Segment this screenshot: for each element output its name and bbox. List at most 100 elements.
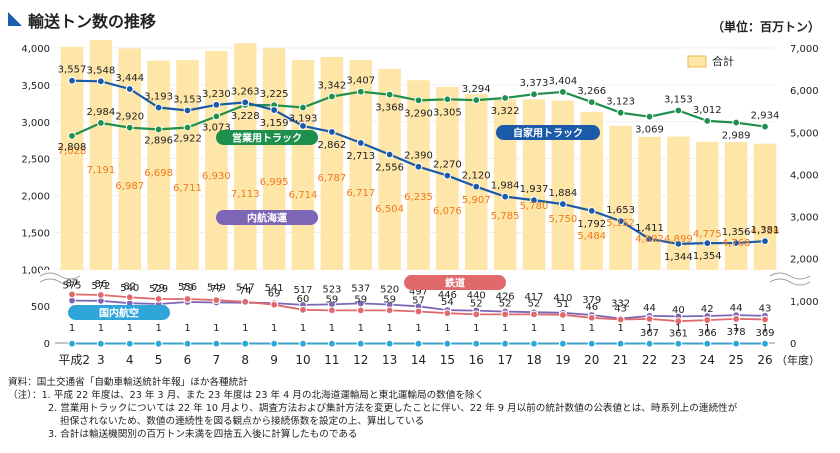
left-axis-tick: 0: [44, 339, 50, 350]
domestic-air-data-label: 1: [617, 323, 623, 334]
rail-data-label: 40: [672, 305, 685, 316]
private-truck-data-label: 1,653: [606, 205, 635, 216]
axis-break-left-icon: [39, 272, 81, 286]
rail-data-label: 43: [614, 303, 627, 314]
right-axis-tick: 7,000: [790, 44, 819, 55]
right-axis-tick: 6,000: [790, 86, 819, 97]
commercial-truck-data-label: 3,193: [289, 114, 318, 125]
coastal-shipping-data-label: 556: [178, 282, 197, 293]
commercial-truck-point: [212, 112, 221, 121]
coastal-shipping-data-label: 572: [91, 281, 110, 292]
domestic-air-point: [385, 339, 394, 348]
x-axis-tick: 17: [497, 353, 512, 367]
private-truck-point: [299, 122, 307, 130]
private-truck-data-label: 3,230: [202, 89, 231, 100]
coastal-shipping-data-label: 520: [380, 285, 399, 296]
private-truck-point: [125, 85, 134, 93]
coastal-shipping-tag-label: 内航海運: [247, 212, 287, 225]
commercial-truck-data-label: 3,266: [577, 86, 606, 97]
private-truck-data-label: 3,444: [115, 73, 144, 84]
domestic-air-point: [125, 339, 134, 348]
private-truck-point: [443, 171, 452, 180]
commercial-truck-point: [616, 108, 625, 117]
x-axis-tick: 22: [642, 353, 657, 367]
total-data-label: 4,899: [664, 234, 693, 245]
rail-data-label: 51: [557, 299, 570, 310]
domestic-air-point: [501, 339, 510, 348]
domestic-air-tag-label: 国内航空: [99, 307, 139, 320]
private-truck-data-label: 1,792: [577, 219, 606, 230]
domestic-air-point: [674, 339, 683, 348]
rail-point: [96, 291, 105, 299]
commercial-truck-data-label: 3,225: [260, 89, 289, 100]
total-bar: [493, 99, 517, 274]
total-bar: [262, 48, 286, 275]
rail-data-label: 43: [759, 303, 772, 314]
commercial-truck-data-label: 3,407: [346, 76, 375, 87]
left-axis-tick: 1,500: [21, 228, 50, 239]
commercial-truck-tag: [216, 130, 318, 145]
x-axis-tick: 21: [613, 353, 628, 367]
commercial-truck-point: [703, 116, 712, 125]
note-3: 3. 合計は輸送機関別の百万トン未満を四捨五入後に計算したものである: [48, 429, 358, 440]
page-title: 輸送トン数の推移: [28, 12, 157, 31]
private-truck-data-label: 2,713: [346, 151, 375, 162]
rail-point: [587, 313, 596, 322]
commercial-truck-data-label: 2,934: [751, 111, 780, 122]
private-truck-point: [558, 200, 567, 208]
x-axis-tick: 9: [270, 353, 278, 367]
total-bar: [609, 125, 632, 274]
domestic-air-point: [270, 339, 279, 348]
private-truck-point: [356, 139, 365, 147]
commercial-truck-point: [356, 87, 365, 96]
rail-data-label: 52: [470, 298, 483, 309]
private-truck-point: [645, 235, 654, 243]
rail-point: [385, 306, 394, 315]
coastal-shipping-data-label: 367: [640, 328, 659, 339]
coastal-shipping-data-label: 540: [120, 283, 139, 294]
total-data-label: 4,892: [635, 234, 664, 245]
rail-point: [616, 315, 625, 324]
note-2: 2. 営業用トラックについては 22 年 10 月より、調査方法および集計方法を…: [48, 403, 738, 414]
note-2-continued: 担保されないため、数値の連続性を図る観点から接続係数を設定の上、算出している: [60, 416, 425, 427]
rail-point: [558, 311, 567, 319]
total-data-label: 6,076: [433, 206, 462, 217]
rail-point: [703, 316, 712, 324]
domestic-air-data-label: 1: [646, 323, 652, 334]
coastal-shipping-data-label: 417: [524, 292, 543, 303]
rail-data-label: 52: [499, 298, 512, 309]
domestic-air-point: [616, 339, 625, 348]
total-data-label: 4,775: [693, 229, 722, 240]
rail-data-label: 59: [326, 294, 339, 305]
legend-total-swatch: [687, 55, 707, 68]
coastal-shipping-data-label: 378: [727, 327, 746, 338]
domestic-air-point: [472, 339, 481, 348]
domestic-air-point: [356, 339, 365, 348]
private-truck-point: [501, 192, 510, 201]
private-truck-data-label: 1,937: [520, 184, 549, 195]
rail-data-label: 52: [528, 298, 541, 309]
domestic-air-data-label: 1: [184, 323, 190, 334]
commercial-truck-point: [530, 90, 538, 99]
rail-point: [356, 306, 365, 315]
total-bar: [147, 60, 170, 274]
legend-total-label: 合計: [712, 54, 734, 68]
domestic-air-tag: [68, 305, 170, 320]
total-bar: [522, 99, 546, 275]
total-data-label: 5,152: [606, 218, 635, 229]
rail-data-label: 44: [643, 303, 656, 314]
note-1: （注）：1. 平成 22 年度は、23 年 3 月、また 23 年度は 23 年…: [8, 390, 485, 401]
x-axis-tick: 16: [469, 353, 484, 367]
commercial-truck-point: [558, 88, 567, 96]
left-axis-tick: 4,000: [21, 44, 50, 55]
total-data-label: 5,750: [549, 214, 578, 225]
domestic-air-data-label: 1: [704, 323, 710, 334]
private-truck-point: [587, 206, 596, 215]
domestic-air-point: [68, 339, 76, 348]
domestic-air-point: [645, 339, 654, 348]
commercial-truck-point: [761, 122, 769, 131]
commercial-truck-data-label: 3,073: [202, 122, 231, 133]
x-axis-tick: 20: [584, 353, 599, 367]
domestic-air-point: [154, 339, 163, 348]
x-axis-tick: 3: [97, 353, 105, 367]
